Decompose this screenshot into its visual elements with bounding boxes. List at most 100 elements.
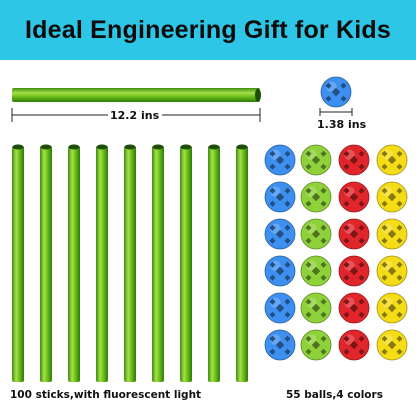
ball-hole xyxy=(320,163,327,170)
ball-hole xyxy=(381,150,388,157)
grid-ball xyxy=(300,329,332,361)
ball-hole xyxy=(311,303,321,313)
ball-hole xyxy=(343,335,350,342)
ball-hole xyxy=(275,266,285,276)
ball-hole xyxy=(275,155,285,165)
vertical-stick xyxy=(208,144,220,382)
ball-hole xyxy=(343,150,350,157)
ball-hole xyxy=(305,335,312,342)
ball-hole xyxy=(320,200,327,207)
ball-hole xyxy=(320,237,327,244)
ball-hole xyxy=(269,335,276,342)
ball-hole xyxy=(396,311,403,318)
ball-hole xyxy=(396,224,403,231)
ball-hole xyxy=(305,187,312,194)
grid-ball xyxy=(300,292,332,324)
grid-ball xyxy=(300,181,332,213)
vertical-stick xyxy=(68,144,80,382)
grid-ball xyxy=(264,329,296,361)
ball-hole xyxy=(358,261,365,268)
grid-ball xyxy=(264,292,296,324)
ball-hole xyxy=(343,200,350,207)
ball-hole xyxy=(269,150,276,157)
sticks-caption: 100 sticks,with fluorescent light xyxy=(10,389,202,401)
ball-hole xyxy=(269,311,276,318)
ball-hole xyxy=(381,348,388,355)
ball-hole xyxy=(358,163,365,170)
grid-ball xyxy=(376,329,408,361)
ball-hole xyxy=(396,274,403,281)
ball-hole xyxy=(381,237,388,244)
ball-hole xyxy=(396,187,403,194)
ball-hole xyxy=(349,340,359,350)
ball-hole xyxy=(269,237,276,244)
grid-ball xyxy=(376,292,408,324)
grid-ball xyxy=(264,181,296,213)
grid-ball xyxy=(264,144,296,176)
ball-hole xyxy=(284,298,291,305)
ball-hole xyxy=(349,229,359,239)
vertical-stick xyxy=(40,144,52,382)
ball-hole xyxy=(358,150,365,157)
ball-hole xyxy=(305,163,312,170)
ball-diameter-label: 1.38 ins xyxy=(317,118,367,131)
ball-hole xyxy=(320,298,327,305)
ball-hole xyxy=(358,311,365,318)
ball-hole xyxy=(284,237,291,244)
ball-hole xyxy=(305,311,312,318)
ball-hole xyxy=(381,261,388,268)
ball-hole xyxy=(358,298,365,305)
ball-hole xyxy=(284,150,291,157)
vertical-stick xyxy=(96,144,108,382)
ball-hole xyxy=(381,187,388,194)
ball-hole xyxy=(269,348,276,355)
ball-hole xyxy=(320,224,327,231)
ball-hole xyxy=(311,155,321,165)
ball-hole xyxy=(396,237,403,244)
ball-hole xyxy=(311,229,321,239)
ball-hole xyxy=(381,274,388,281)
ball-hole xyxy=(284,274,291,281)
ball-hole xyxy=(343,298,350,305)
grid-ball xyxy=(338,144,370,176)
grid-ball xyxy=(300,218,332,250)
vertical-stick xyxy=(124,144,136,382)
ball-hole xyxy=(381,200,388,207)
ball-hole xyxy=(320,150,327,157)
ball-hole xyxy=(311,266,321,276)
page-title: Ideal Engineering Gift for Kids xyxy=(25,15,391,44)
ball-hole xyxy=(320,311,327,318)
ball-hole xyxy=(284,261,291,268)
ball-hole xyxy=(305,348,312,355)
ball-hole xyxy=(387,340,397,350)
ball-hole xyxy=(349,266,359,276)
ball-hole xyxy=(305,274,312,281)
ball-hole xyxy=(349,303,359,313)
ball-diameter-dimension xyxy=(319,108,353,116)
ball-hole xyxy=(396,200,403,207)
ball-hole xyxy=(305,200,312,207)
ball-hole xyxy=(343,187,350,194)
grid-ball xyxy=(338,255,370,287)
grid-ball xyxy=(338,181,370,213)
ball-hole xyxy=(396,348,403,355)
ball-hole xyxy=(396,163,403,170)
grid-ball xyxy=(300,255,332,287)
ball-hole xyxy=(284,187,291,194)
ball-hole xyxy=(381,311,388,318)
ball-hole xyxy=(269,224,276,231)
grid-ball xyxy=(264,218,296,250)
ball-hole xyxy=(343,311,350,318)
ball-hole xyxy=(275,340,285,350)
balls-caption: 55 balls,4 colors xyxy=(286,389,383,401)
grid-ball xyxy=(264,255,296,287)
vertical-stick xyxy=(236,144,248,382)
ball-hole xyxy=(320,187,327,194)
ball-hole xyxy=(358,224,365,231)
ball-hole xyxy=(320,261,327,268)
ball-hole xyxy=(284,224,291,231)
grid-ball xyxy=(338,329,370,361)
ball-hole xyxy=(387,192,397,202)
vertical-stick xyxy=(12,144,24,382)
